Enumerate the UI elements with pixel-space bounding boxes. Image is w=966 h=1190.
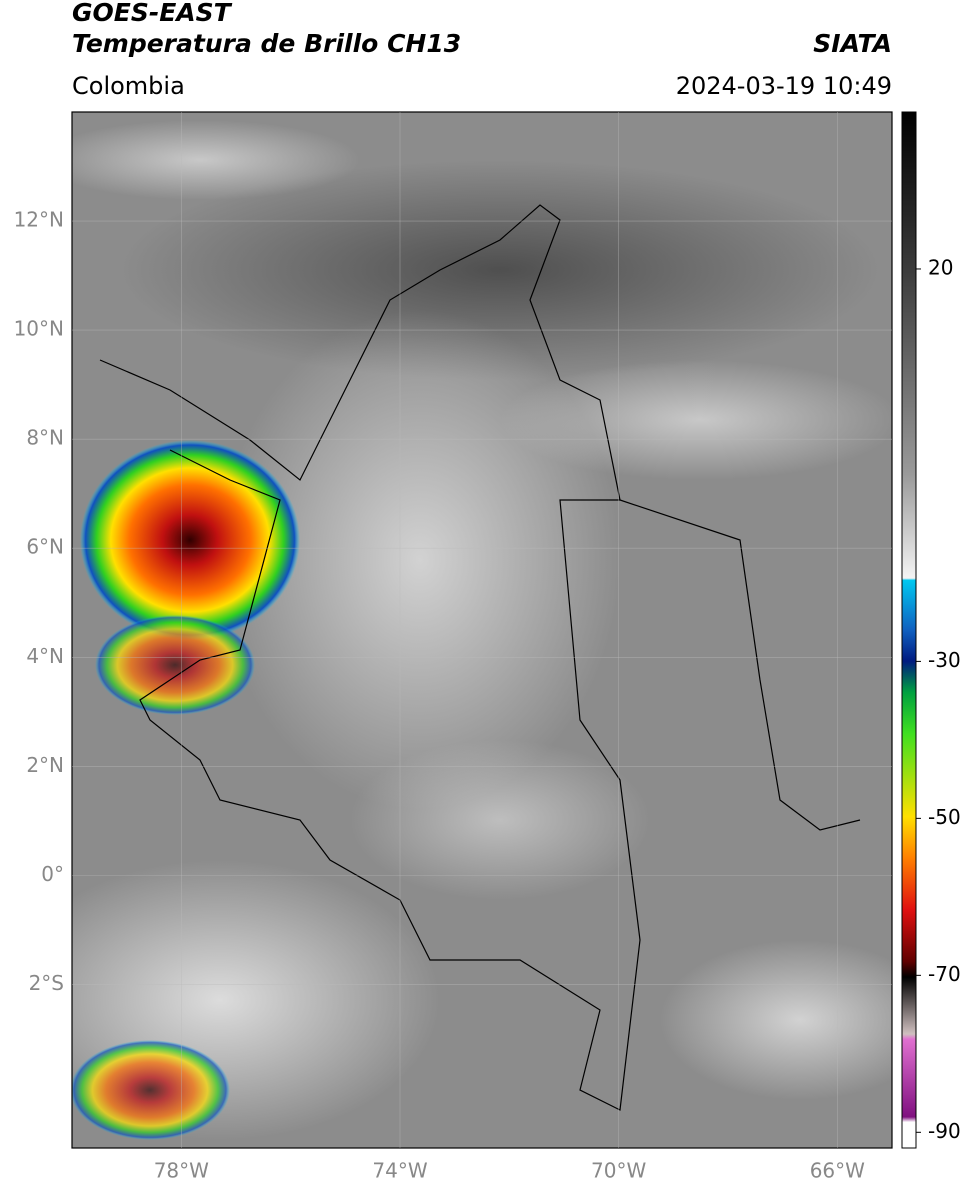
lon-tick-label: 70°W	[591, 1159, 646, 1183]
lat-tick-label: 2°S	[29, 971, 64, 995]
lon-tick-label: 74°W	[372, 1159, 427, 1183]
satellite-image	[72, 112, 892, 1148]
map-frame	[71, 111, 893, 1149]
region: Colombia	[72, 72, 185, 100]
lat-tick-label: 10°N	[14, 317, 64, 341]
subtitle: Temperatura de Brillo CH13	[72, 29, 461, 58]
lat-tick-label: 12°N	[14, 208, 64, 232]
colorbar-tick-label: -50	[928, 805, 961, 829]
datetime: 2024-03-19 10:49	[676, 72, 892, 100]
lat-tick-label: 6°N	[26, 535, 64, 559]
lon-tick-label: 66°W	[810, 1159, 865, 1183]
lat-tick-label: 2°N	[26, 753, 64, 777]
lat-tick-label: 4°N	[26, 644, 64, 668]
lon-tick-label: 78°W	[154, 1159, 209, 1183]
colorbar-tick-label: -90	[928, 1119, 961, 1143]
colorbar-tick-label: -30	[928, 648, 961, 672]
colorbar-tick-label: -70	[928, 962, 961, 986]
title: GOES-EAST	[72, 0, 233, 27]
colorbar-tick-label: 20	[928, 255, 953, 279]
lat-tick-label: 0°	[41, 862, 64, 886]
colorbar	[901, 111, 917, 1149]
source: SIATA	[813, 29, 892, 58]
lat-tick-label: 8°N	[26, 426, 64, 450]
